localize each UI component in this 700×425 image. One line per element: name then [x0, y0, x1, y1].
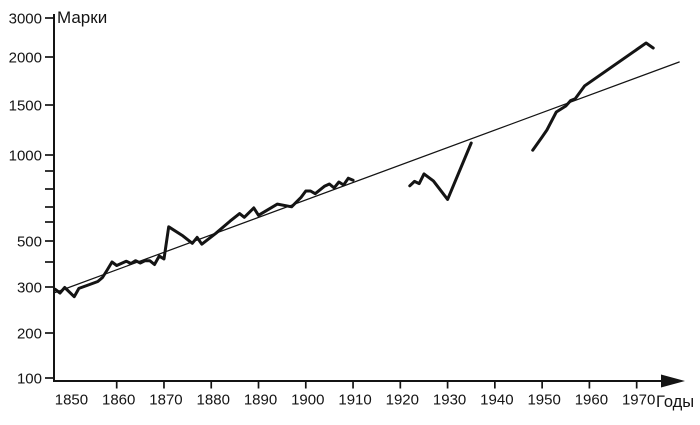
y-tick-label: 1500: [9, 98, 42, 115]
series-actual-1922-1935: [408, 141, 473, 201]
y-tick-label: 500: [17, 234, 42, 251]
y-tick-label: 1000: [9, 148, 42, 165]
x-tick-label: 1860: [102, 392, 135, 409]
x-tick-label: 1880: [197, 392, 230, 409]
x-tick-label: 1970: [622, 392, 655, 409]
x-tick-label: 1950: [527, 392, 560, 409]
x-tick-label: 1890: [244, 392, 277, 409]
axis-lines: [53, 14, 663, 382]
y-tick-label: 300: [17, 280, 42, 297]
y-tick-label: 3000: [9, 11, 42, 28]
x-tick-label: 1920: [386, 392, 419, 409]
y-tick-label: 200: [17, 326, 42, 343]
x-axis-arrow-icon: [661, 374, 685, 388]
x-tick-label: 1910: [338, 392, 371, 409]
y-tick-label: 100: [17, 371, 42, 388]
x-tick-label: 1940: [480, 392, 513, 409]
x-tick-label: 1900: [291, 392, 324, 409]
y-tick-label: 2000: [9, 50, 42, 67]
x-tick-label: 1870: [149, 392, 182, 409]
series-actual-1948-1974: [531, 41, 655, 152]
series-trend-line: [54, 61, 680, 294]
x-tick-label: 1930: [433, 392, 466, 409]
y-axis-title: Марки: [57, 8, 107, 27]
x-axis-title: Годы: [656, 393, 694, 411]
x-tick-label: 1850: [55, 392, 88, 409]
x-tick-label: 1960: [575, 392, 608, 409]
series-actual-1847-1910: [53, 176, 355, 299]
